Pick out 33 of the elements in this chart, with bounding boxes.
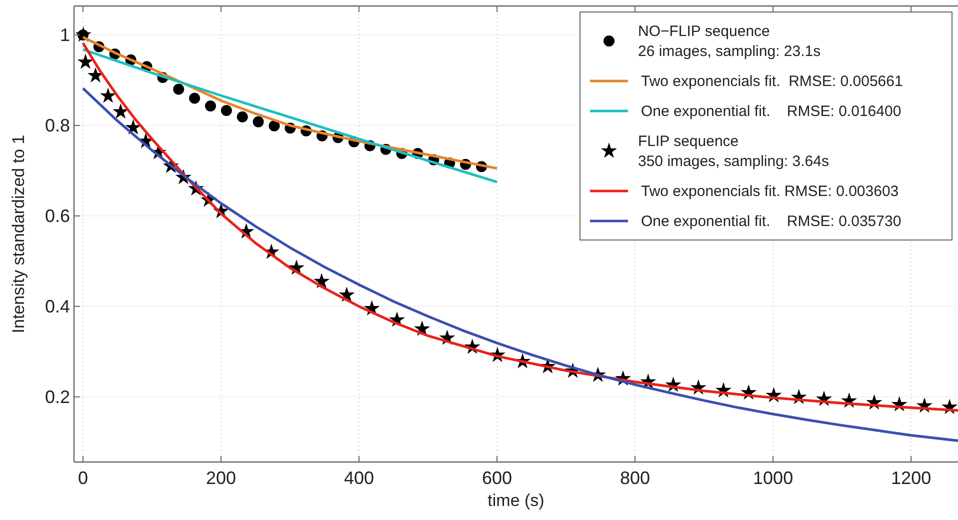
x-tick-label: 800	[620, 468, 650, 488]
point	[236, 111, 248, 122]
legend-label: One exponential fit. RMSE: 0.016400	[641, 102, 902, 120]
legend-label: FLIP sequence 350 images, sampling: 3.64s	[638, 132, 829, 170]
x-tick-label: 600	[482, 468, 512, 488]
point	[205, 100, 216, 112]
y-tick-label: 1	[60, 24, 70, 45]
x-tick-label: 1000	[753, 468, 794, 488]
x-tick-label: 400	[344, 468, 374, 488]
x-tick-label: 1200	[891, 468, 932, 488]
legend-label: One exponential fit. RMSE: 0.035730	[641, 212, 902, 230]
point	[189, 92, 200, 104]
point	[125, 119, 142, 135]
y-axis-title: Intensity standardized to 1	[9, 134, 28, 334]
line-series	[82, 48, 498, 184]
y-tick-label: 0.8	[44, 115, 70, 136]
x-axis-title: time (s)	[488, 491, 544, 510]
point	[77, 54, 94, 69]
point	[268, 120, 280, 132]
point	[220, 105, 232, 116]
y-tick-label: 0.2	[44, 386, 70, 407]
y-tick-label: 0.6	[44, 206, 70, 226]
y-tick-label: 0.4	[44, 296, 70, 316]
point	[173, 84, 184, 95]
point	[112, 103, 129, 119]
legend-label: Two exponencials fit. RMSE: 0.005661	[641, 72, 903, 90]
x-tick-label: 200	[206, 468, 236, 488]
point	[252, 116, 264, 128]
x-tick-label: 0	[78, 468, 88, 488]
point	[88, 67, 104, 82]
legend-label: NO−FLIP sequence 26 images, sampling: 23.1s	[638, 22, 821, 60]
legend-label: Two exponencials fit. RMSE: 0.003603	[641, 182, 899, 200]
point	[100, 88, 116, 103]
